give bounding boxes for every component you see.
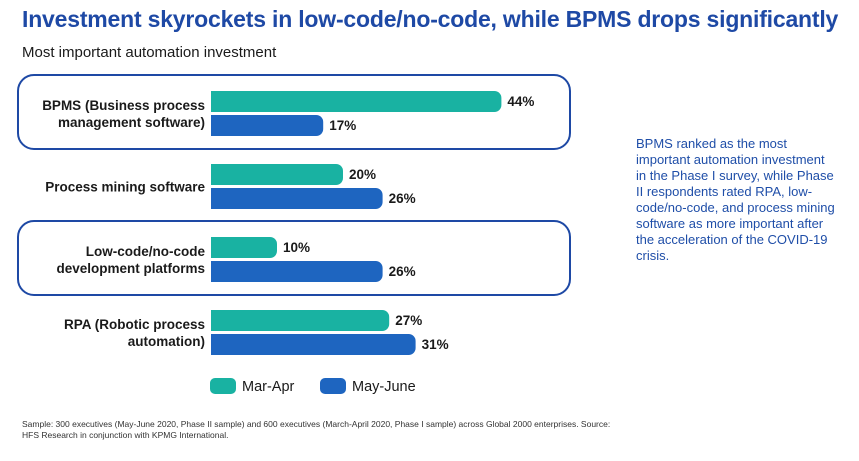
legend-swatch-may-june	[320, 378, 346, 394]
footnote: Sample: 300 executives (May-June 2020, P…	[22, 419, 611, 440]
bar-may-june	[211, 115, 324, 136]
bar-may-june	[211, 261, 383, 282]
category-label: BPMS (Business process management softwar…	[42, 98, 205, 130]
bar-may-june	[211, 188, 383, 209]
data-label: 17%	[329, 118, 356, 133]
category-label: Low-code/no-code development platforms	[56, 244, 205, 276]
data-label: 44%	[507, 94, 534, 109]
data-label: 26%	[389, 264, 416, 279]
bar-mar-apr	[211, 237, 277, 258]
side-note: BPMS ranked as the most important automa…	[636, 136, 835, 263]
bar-mar-apr	[211, 91, 502, 112]
data-label: 26%	[389, 191, 416, 206]
data-label: 10%	[283, 240, 310, 255]
category-label: RPA (Robotic process automation)	[64, 317, 205, 349]
bar-mar-apr	[211, 310, 390, 331]
bar-may-june	[211, 334, 416, 355]
legend-swatch-mar-apr	[210, 378, 236, 394]
highlight-frame	[17, 220, 571, 296]
bar-mar-apr	[211, 164, 343, 185]
data-label: 27%	[395, 313, 422, 328]
legend-label-may-june: May-June	[352, 379, 416, 395]
chart-title: Investment skyrockets in low-code/no-cod…	[22, 6, 839, 32]
chart-subtitle: Most important automation investment	[22, 44, 277, 61]
category-label: Process mining software	[45, 180, 205, 195]
legend-label-mar-apr: Mar-Apr	[242, 379, 295, 395]
data-label: 20%	[349, 167, 376, 182]
data-label: 31%	[422, 337, 449, 352]
highlight-frame	[17, 74, 571, 150]
